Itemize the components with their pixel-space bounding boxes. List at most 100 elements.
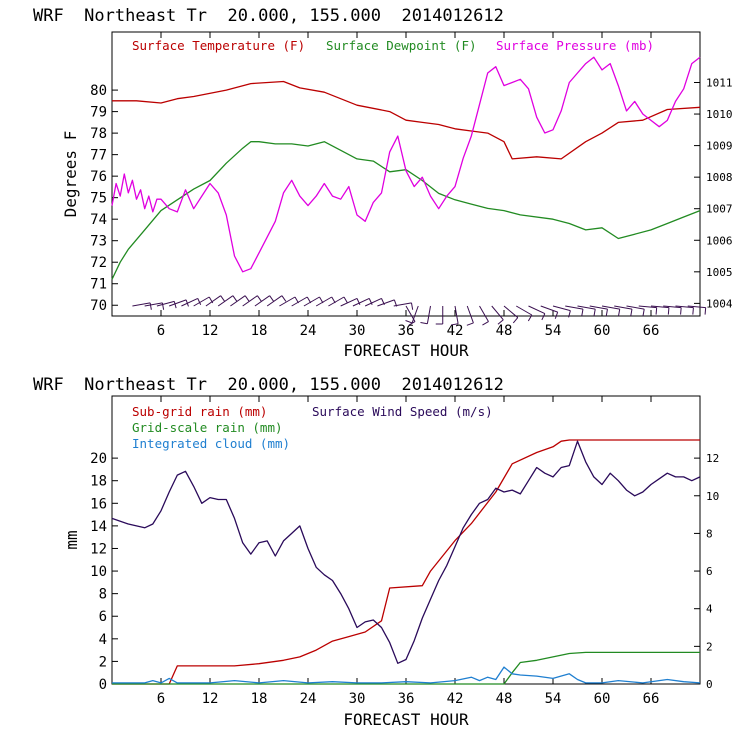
x-tick-label: 66 <box>643 691 660 707</box>
wind-barb-staff <box>491 305 504 321</box>
y-tick-label: 20 <box>90 451 107 467</box>
x-tick-label: 54 <box>545 691 562 707</box>
wind-barb-feather <box>497 319 504 325</box>
rain-wind-panel: WRF Northeast Tr 20.000, 155.000 2014012… <box>33 375 719 729</box>
x-tick-label: 30 <box>349 691 366 707</box>
y-tick-label: 0 <box>99 677 107 693</box>
wind-barb-feather <box>232 295 238 302</box>
y2-tick-label: 4 <box>706 603 713 616</box>
wind-barb <box>589 305 608 317</box>
y-tick-label: 16 <box>90 496 107 512</box>
wind-barb-staff <box>650 305 669 309</box>
wind-barb-feather <box>408 321 416 326</box>
x-tick-label: 18 <box>251 323 268 339</box>
y2-tick-label: 1011 <box>706 76 733 89</box>
wind-barb-staff <box>266 295 283 307</box>
y2-tick-label: 1006 <box>706 234 733 247</box>
wind-barb-feather <box>368 298 373 305</box>
series-grid-scale-rain-mm-line <box>112 651 700 685</box>
wind-barb <box>242 295 262 307</box>
legend-entry: Integrated cloud (mm) <box>132 436 290 451</box>
wind-barb <box>687 305 707 315</box>
wind-barb-feather <box>149 302 152 310</box>
wind-barb-staff <box>454 305 459 324</box>
chart-title: WRF Northeast Tr 20.000, 155.000 2014012… <box>33 375 504 395</box>
wind-barb <box>279 296 299 307</box>
wind-barb <box>340 297 361 307</box>
series-surface-wind-speed-m-s-line <box>111 440 701 664</box>
wind-barb-staff <box>614 305 633 310</box>
x-tick-label: 36 <box>398 691 415 707</box>
wind-barb <box>466 305 474 326</box>
wind-barb-feather <box>405 320 413 324</box>
y2-tick-label: 1004 <box>706 297 733 310</box>
y2-tick-label: 2 <box>706 640 713 653</box>
plot-frame <box>111 31 701 317</box>
x-tick-label: 30 <box>349 323 366 339</box>
wind-barb <box>675 305 694 315</box>
wind-barb-staff <box>479 305 489 322</box>
wind-barb <box>405 305 419 324</box>
wind-barb-feather <box>281 295 287 302</box>
chart-title: WRF Northeast Tr 20.000, 155.000 2014012… <box>33 6 504 26</box>
y-tick-label: 18 <box>90 474 107 490</box>
wind-barb <box>626 305 645 317</box>
wind-barb-staff <box>577 305 596 310</box>
x-axis-label: FORECAST HOUR <box>343 341 469 360</box>
series-surface-temperature-f-line <box>112 80 701 160</box>
wind-barb-feather <box>244 295 250 302</box>
wind-barb <box>181 297 202 307</box>
x-tick-label: 18 <box>251 691 268 707</box>
wind-barb-staff <box>352 297 370 307</box>
wind-barb-feather <box>655 307 658 315</box>
x-tick-label: 24 <box>300 691 317 707</box>
y2-tick-label: 10 <box>706 490 719 503</box>
wind-barb-staff <box>675 305 694 309</box>
wind-barb-staff <box>291 296 308 307</box>
y-tick-label: 14 <box>90 519 107 535</box>
x-axis-label: FORECAST HOUR <box>343 710 469 729</box>
wind-barb-staff <box>377 299 395 307</box>
wind-barb-staff <box>156 300 175 307</box>
legend-entry: Sub-grid rain (mm) <box>132 404 267 419</box>
wind-barb-feather <box>197 298 202 305</box>
y-tick-label: 76 <box>90 169 107 185</box>
legend-entry: Surface Pressure (mb) <box>496 38 654 53</box>
wind-barb <box>479 305 489 326</box>
wind-barb-feather <box>482 321 489 326</box>
wind-barb-feather <box>466 322 474 326</box>
wind-barb <box>515 305 533 322</box>
x-tick-label: 48 <box>496 323 513 339</box>
y-tick-label: 6 <box>99 609 107 625</box>
wind-barb-staff <box>254 295 270 307</box>
wind-barb <box>638 305 658 315</box>
wind-barb <box>377 299 398 307</box>
wind-barb-feather <box>605 309 608 317</box>
y-tick-label: 74 <box>90 212 107 228</box>
wind-barb <box>230 295 250 307</box>
wind-barb <box>451 305 459 326</box>
wind-barb-feather <box>704 307 707 315</box>
y-tick-label: 78 <box>90 126 107 142</box>
wind-barb <box>205 295 226 307</box>
y2-tick-label: 0 <box>706 678 713 691</box>
wind-barb <box>254 295 275 307</box>
y-axis-label: mm <box>62 530 81 549</box>
wind-barb-staff <box>193 296 210 307</box>
y2-tick-label: 1008 <box>706 171 733 184</box>
temperature-pressure-panel: WRF Northeast Tr 20.000, 155.000 2014012… <box>33 6 733 360</box>
y-tick-label: 80 <box>90 83 107 99</box>
wind-barb-staff <box>426 305 431 324</box>
wind-barb <box>144 302 165 310</box>
series-integrated-cloud-mm-line <box>112 666 701 684</box>
wind-barb-staff <box>144 302 163 307</box>
series-surface-dewpoint-f-line <box>111 141 701 280</box>
x-tick-label: 6 <box>157 323 165 339</box>
wind-barb <box>168 299 189 307</box>
wind-barb-staff <box>540 305 558 313</box>
wind-barb-feather <box>593 309 596 317</box>
wind-barb <box>291 296 312 307</box>
y-tick-label: 12 <box>90 541 107 557</box>
x-tick-label: 42 <box>447 323 464 339</box>
wind-barb-feather <box>642 309 645 317</box>
